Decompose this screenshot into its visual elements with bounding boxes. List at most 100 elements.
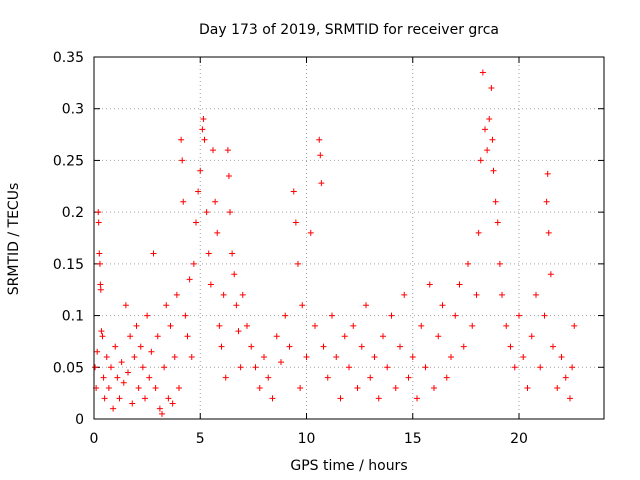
data-point <box>541 312 548 319</box>
data-point <box>139 364 146 371</box>
data-point <box>159 410 165 417</box>
x-tick-label: 10 <box>298 431 316 447</box>
data-point <box>105 384 112 391</box>
data-point <box>165 395 172 402</box>
data-point <box>248 343 255 350</box>
data-point <box>388 312 395 319</box>
data-point <box>173 291 180 298</box>
x-axis-label: GPS time / hours <box>290 458 407 474</box>
data-point <box>418 322 425 329</box>
data-point <box>295 260 301 267</box>
data-point <box>405 374 412 381</box>
data-point <box>97 281 104 288</box>
data-point <box>186 276 193 283</box>
data-point <box>554 384 561 391</box>
data-point <box>224 147 231 154</box>
data-point <box>299 302 306 309</box>
data-point <box>220 291 227 298</box>
data-point <box>176 384 182 391</box>
x-tick-label: 5 <box>196 431 205 447</box>
data-point <box>154 333 161 340</box>
data-point <box>431 384 437 391</box>
data-point <box>384 364 391 371</box>
data-point <box>456 281 463 288</box>
data-point <box>545 229 552 236</box>
data-point <box>103 353 110 360</box>
data-point <box>95 209 102 216</box>
data-point <box>571 322 578 329</box>
data-point <box>520 353 527 360</box>
y-tick-label: 0.25 <box>53 153 84 169</box>
data-point <box>125 369 131 376</box>
data-point <box>150 250 157 257</box>
data-point <box>129 400 136 407</box>
data-point <box>239 291 246 298</box>
data-point <box>188 353 195 360</box>
data-point <box>567 395 573 402</box>
data-point <box>252 364 259 371</box>
y-tick-label: 0.1 <box>62 309 84 325</box>
data-point <box>222 374 229 381</box>
data-point <box>477 157 484 164</box>
data-point <box>286 343 293 350</box>
data-point <box>292 219 299 226</box>
data-point <box>528 333 535 340</box>
data-point <box>171 353 178 360</box>
y-axis-label: SRMTID / TECUs <box>6 183 22 296</box>
data-point <box>144 312 151 319</box>
data-point <box>216 322 223 329</box>
data-point <box>317 152 324 159</box>
data-point <box>358 343 365 350</box>
data-point <box>227 209 233 216</box>
data-point <box>367 374 374 381</box>
y-tick-label: 0.3 <box>62 102 84 118</box>
data-point <box>169 400 176 407</box>
data-point <box>473 291 480 298</box>
data-point <box>156 405 163 412</box>
data-point <box>135 384 142 391</box>
data-points <box>92 69 578 417</box>
data-point <box>148 348 155 355</box>
data-point <box>537 364 544 371</box>
y-tick-label: 0.15 <box>53 257 84 273</box>
data-point <box>95 219 102 226</box>
data-point <box>92 364 99 371</box>
data-point <box>375 395 382 402</box>
data-point <box>414 395 420 402</box>
data-point <box>98 328 105 335</box>
data-point <box>507 343 514 350</box>
data-point <box>201 136 208 143</box>
data-point <box>214 229 221 236</box>
data-point <box>380 333 386 340</box>
data-point <box>99 333 106 340</box>
data-point <box>448 353 454 360</box>
data-point <box>341 333 348 340</box>
data-point <box>233 302 240 309</box>
data-point <box>261 353 267 360</box>
data-point <box>516 312 522 319</box>
y-tick-label: 0.05 <box>53 360 84 376</box>
data-point <box>235 328 242 335</box>
x-tick-label: 15 <box>404 431 422 447</box>
data-point <box>96 250 103 257</box>
data-point <box>316 136 323 143</box>
data-point <box>492 198 499 205</box>
data-point <box>184 333 191 340</box>
data-point <box>127 333 134 340</box>
data-point <box>100 374 107 381</box>
data-point <box>488 85 495 92</box>
data-point <box>112 343 119 350</box>
data-point <box>96 260 103 267</box>
data-point <box>297 384 304 391</box>
data-point <box>101 395 108 402</box>
data-point <box>193 219 199 226</box>
data-point <box>465 260 471 267</box>
data-point <box>108 364 114 371</box>
data-point <box>290 188 297 195</box>
data-point <box>231 271 238 278</box>
data-point <box>244 322 250 329</box>
data-point <box>569 364 576 371</box>
data-point <box>401 291 408 298</box>
data-point <box>329 312 335 319</box>
data-point <box>178 136 185 143</box>
